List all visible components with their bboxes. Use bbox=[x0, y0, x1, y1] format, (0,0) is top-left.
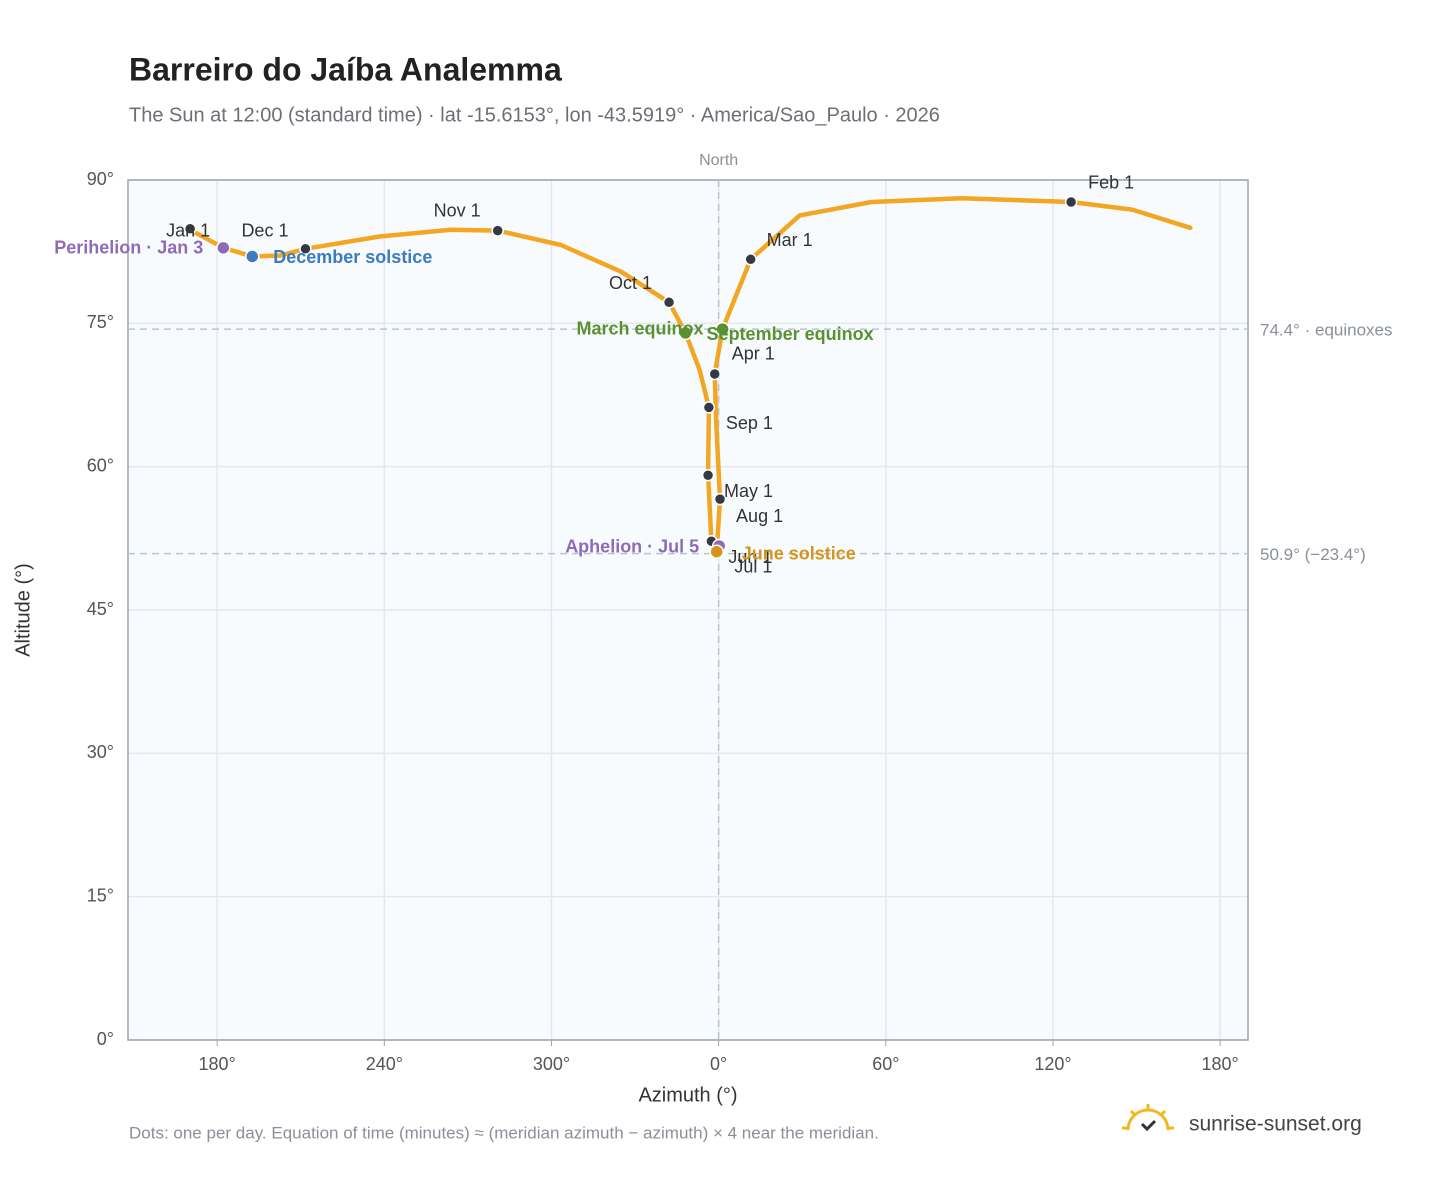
chart-subtitle: The Sun at 12:00 (standard time) · lat -… bbox=[129, 104, 940, 126]
month-point bbox=[713, 492, 727, 506]
x-tick-label: 300° bbox=[533, 1054, 570, 1074]
analemma-curve bbox=[185, 195, 1193, 554]
month-label: Sep 1 bbox=[726, 413, 773, 433]
month-label: Feb 1 bbox=[1088, 173, 1134, 193]
y-tick-label: 0° bbox=[97, 1029, 114, 1049]
x-axis-label: Azimuth (°) bbox=[638, 1084, 737, 1106]
event-point bbox=[709, 544, 724, 559]
month-point bbox=[702, 401, 716, 414]
x-tick-label: 0° bbox=[710, 1054, 727, 1074]
month-label: Aug 1 bbox=[736, 506, 783, 526]
month-label: Apr 1 bbox=[732, 344, 775, 364]
event-point bbox=[678, 325, 693, 341]
plot-frame bbox=[127, 179, 1249, 1041]
y-axis-label: Altitude (°) bbox=[12, 563, 34, 657]
x-tick-label: 60° bbox=[872, 1054, 899, 1074]
x-tick-label: 240° bbox=[366, 1054, 403, 1074]
y-tick-label: 15° bbox=[87, 885, 114, 905]
month-point bbox=[491, 224, 504, 237]
month-point bbox=[701, 469, 715, 482]
event-label: March equinox bbox=[576, 319, 703, 339]
month-point bbox=[744, 253, 757, 266]
reference-label: 74.4° · equinoxes bbox=[1260, 321, 1393, 340]
month-label: Oct 1 bbox=[609, 273, 652, 293]
month-label: Nov 1 bbox=[434, 200, 481, 220]
event-label: September equinox bbox=[707, 324, 874, 344]
meridian-label: North bbox=[699, 152, 738, 169]
chart-title: Barreiro do Jaíba Analemma bbox=[129, 51, 562, 87]
month-label: Mar 1 bbox=[767, 230, 813, 250]
month-point bbox=[708, 367, 721, 381]
month-label: May 1 bbox=[724, 481, 773, 501]
brand-logo bbox=[1122, 1104, 1174, 1132]
event-label: Perihelion · Jan 3 bbox=[54, 238, 203, 258]
y-tick-label: 90° bbox=[87, 169, 114, 189]
month-label: Dec 1 bbox=[241, 221, 288, 241]
month-point bbox=[299, 242, 312, 256]
y-tick-label: 30° bbox=[87, 742, 114, 762]
event-label: June solstice bbox=[742, 543, 856, 563]
event-label: Aphelion · Jul 5 bbox=[565, 537, 699, 557]
y-tick-label: 60° bbox=[87, 455, 114, 475]
brand: sunrise-sunset.org bbox=[1189, 1113, 1362, 1136]
x-tick-label: 180° bbox=[199, 1054, 236, 1074]
month-point bbox=[183, 222, 197, 235]
month-label: Jul 1 bbox=[734, 557, 772, 577]
event-point bbox=[216, 240, 231, 256]
month-point bbox=[662, 296, 676, 309]
event-label: December solstice bbox=[273, 247, 432, 267]
event-point bbox=[245, 249, 260, 264]
y-tick-label: 45° bbox=[87, 599, 114, 619]
x-tick-label: 120° bbox=[1034, 1054, 1071, 1074]
y-tick-label: 75° bbox=[87, 312, 114, 332]
month-label: Jun 1 bbox=[728, 547, 772, 567]
footnote: Dots: one per day. Equation of time (min… bbox=[129, 1123, 879, 1142]
x-tick-label: 180° bbox=[1202, 1054, 1239, 1074]
month-label: Jan 1 bbox=[166, 220, 210, 240]
reference-label: 50.9° (−23.4°) bbox=[1260, 545, 1366, 564]
month-point bbox=[1064, 195, 1078, 209]
event-point bbox=[715, 321, 730, 337]
